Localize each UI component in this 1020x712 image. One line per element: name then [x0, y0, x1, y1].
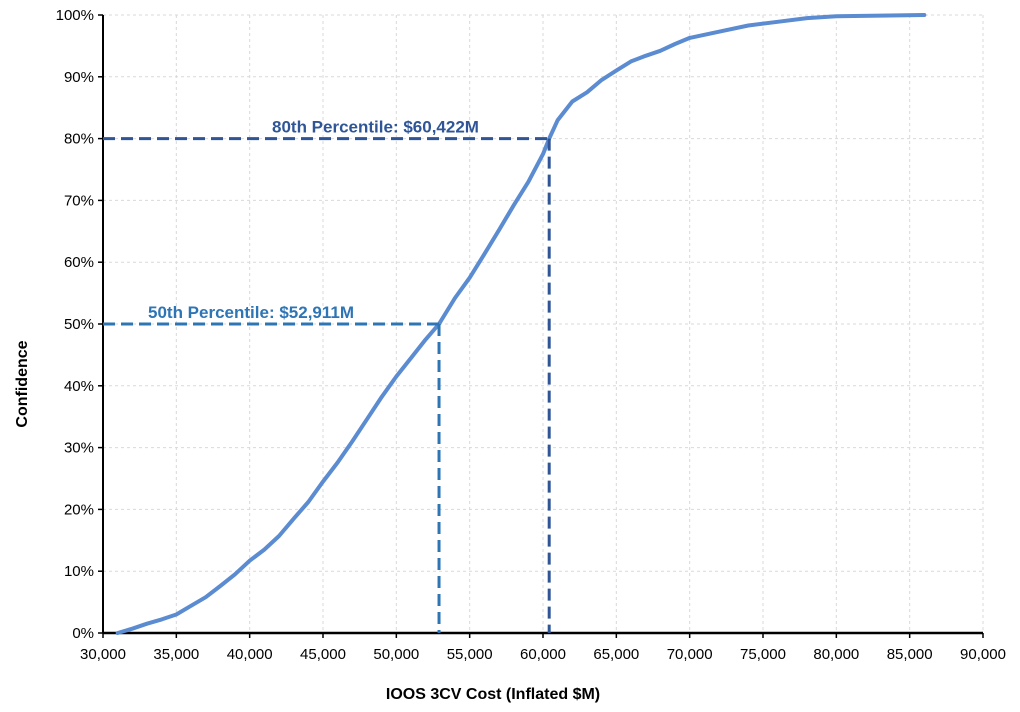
x-axis-title: IOOS 3CV Cost (Inflated $M): [386, 686, 600, 703]
x-tick-label: 50,000: [373, 646, 419, 663]
percentile-label: 80th Percentile: $60,422M: [272, 118, 479, 137]
x-tick-label: 35,000: [153, 646, 199, 663]
x-tick-label: 80,000: [813, 646, 859, 663]
x-tick-label: 55,000: [447, 646, 493, 663]
x-tick-labels: 30,000 35,000 40,000 45,000 50,000 55,000 60,0…: [80, 646, 1006, 663]
y-tick-label: 80%: [64, 131, 94, 148]
y-tick-label: 10%: [64, 563, 94, 580]
annotations: 50th Percentile: $52,911M 80th Percentile…: [103, 118, 551, 633]
x-tick-label: 70,000: [667, 646, 713, 663]
y-tick-label: 40%: [64, 378, 94, 395]
x-tick-label: 90,000: [960, 646, 1006, 663]
x-tick-label: 65,000: [593, 646, 639, 663]
y-tick-label: 60%: [64, 254, 94, 271]
x-tick-label: 30,000: [80, 646, 126, 663]
y-tick-label: 50%: [64, 316, 94, 333]
x-tick-label: 75,000: [740, 646, 786, 663]
y-tick-labels: 0% 10% 20% 30% 40% 50% 60% 70% 80% 90% 100%: [56, 7, 94, 642]
percentile-label: 50th Percentile: $52,911M: [148, 303, 354, 322]
y-axis-title: Confidence: [14, 340, 31, 427]
y-tick-label: 20%: [64, 501, 94, 518]
y-tick-label: 100%: [56, 7, 94, 24]
x-tick-label: 60,000: [520, 646, 566, 663]
axes: [98, 14, 984, 638]
x-tick-label: 40,000: [227, 646, 273, 663]
y-tick-label: 90%: [64, 69, 94, 86]
series-layer: [115, 13, 927, 635]
y-tick-label: 70%: [64, 192, 94, 209]
y-tick-label: 0%: [72, 625, 94, 642]
y-tick-label: 30%: [64, 440, 94, 457]
x-tick-label: 85,000: [887, 646, 933, 663]
x-tick-label: 45,000: [300, 646, 346, 663]
cdf-series-line: [115, 13, 927, 635]
